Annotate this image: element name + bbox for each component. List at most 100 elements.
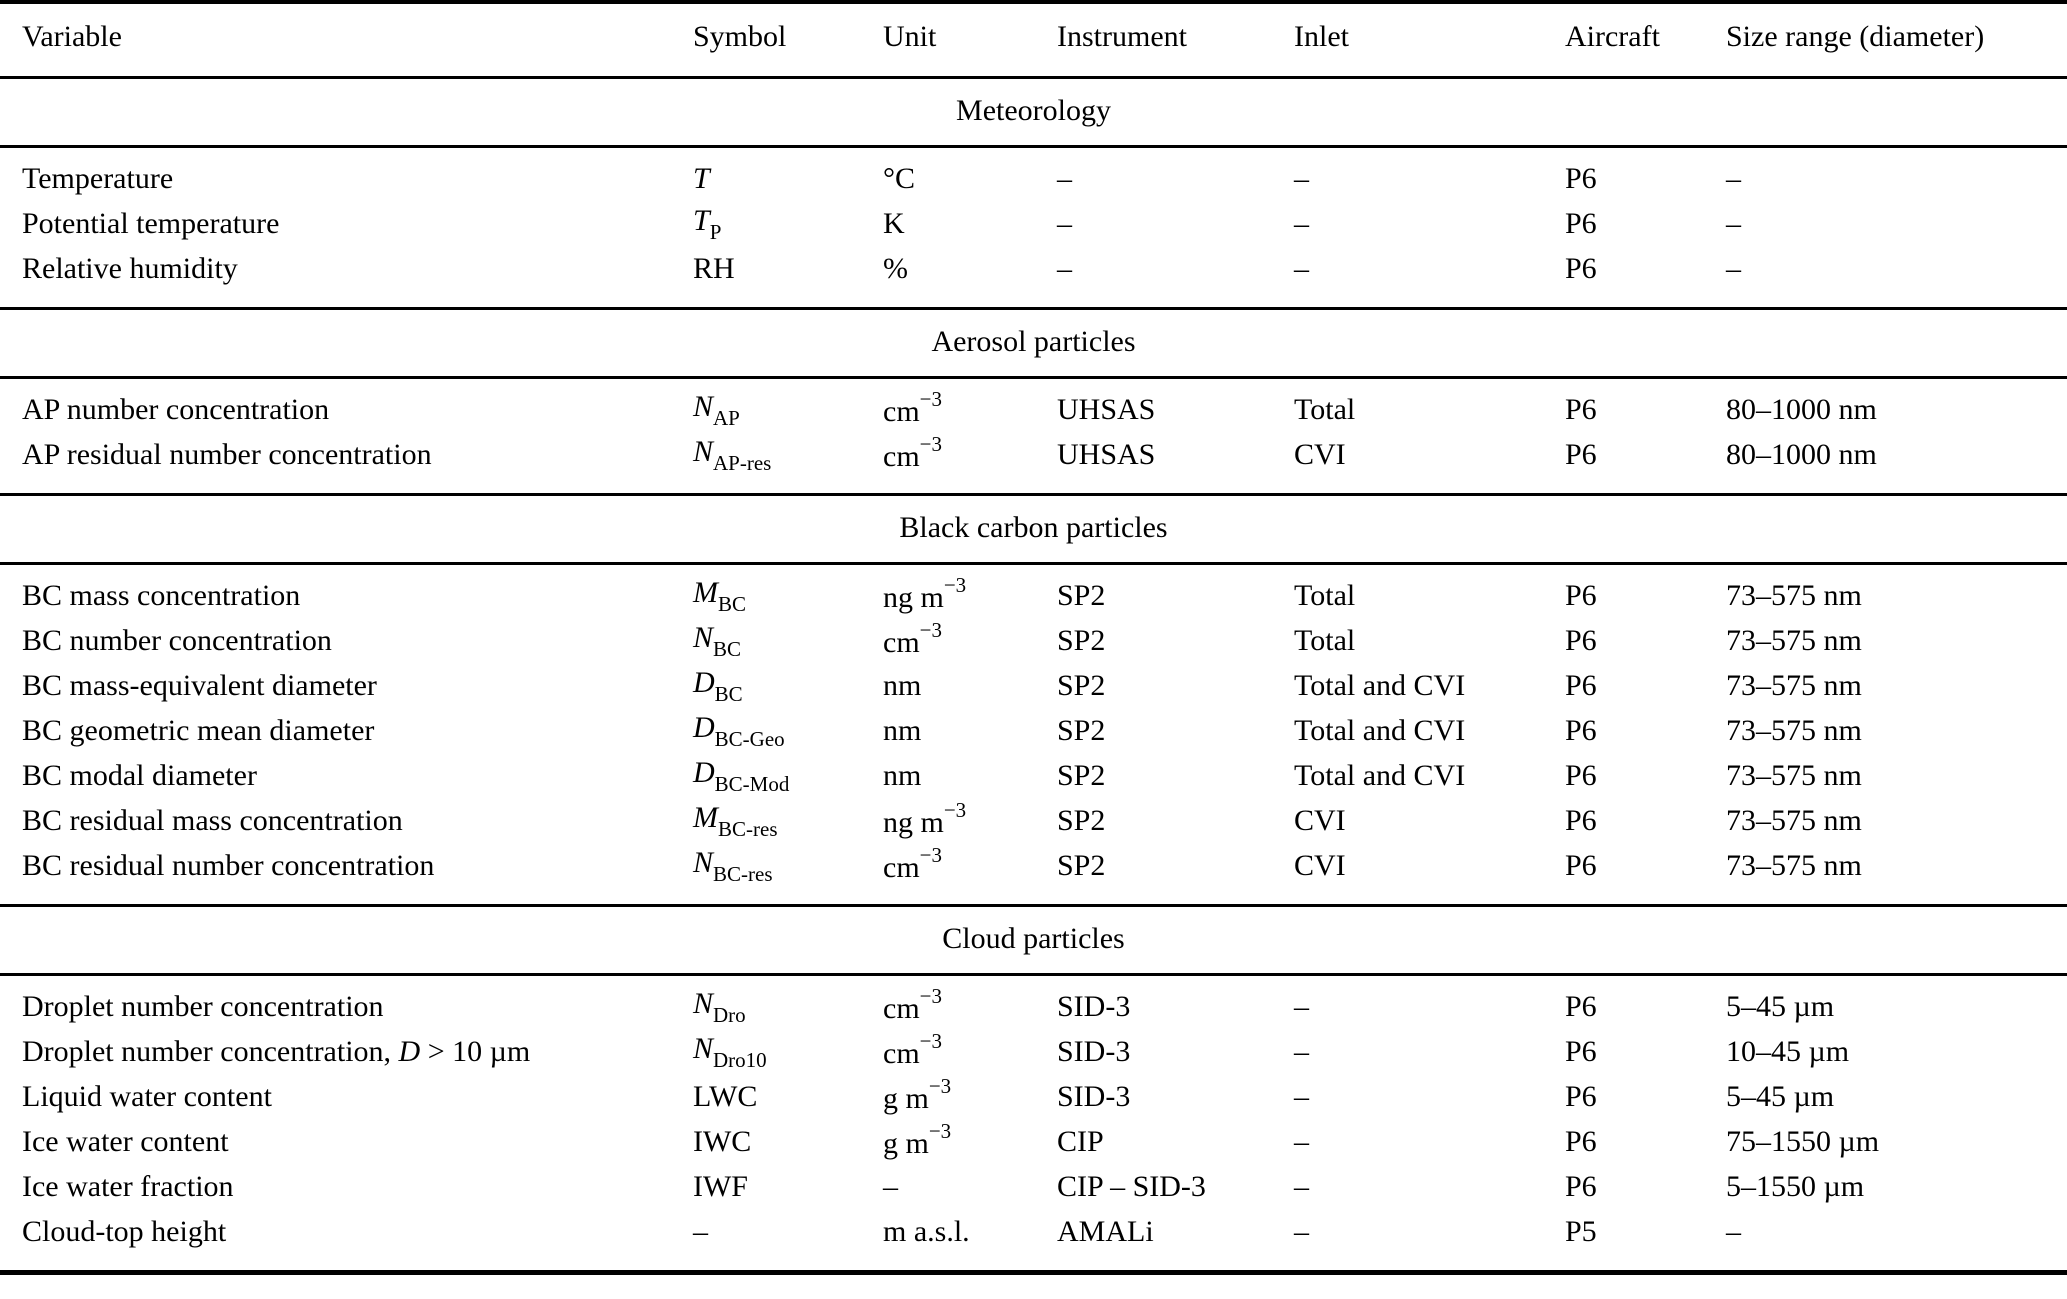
table-row: BC number concentration NBC cm−3 SP2 Total P6… — [0, 618, 2067, 663]
cell-aircraft: P6 — [1565, 161, 1597, 195]
cell-unit: cm−3 — [883, 617, 942, 659]
column-header-aircraft: Aircraft — [1565, 2, 1726, 79]
cell-unit: % — [883, 251, 908, 285]
table-row: BC modal diameter DBC-Mod nm SP2 Total and C… — [0, 753, 2067, 798]
cell-symbol: NBC-res — [693, 846, 773, 886]
cell-symbol: DBC — [693, 666, 743, 706]
cell-unit: cm−3 — [883, 431, 942, 473]
table-row: Droplet number concentration NDro cm−3 SID-… — [0, 975, 2067, 1030]
cell-instrument: UHSAS — [1057, 392, 1156, 426]
cell-inlet: – — [1294, 1214, 1309, 1248]
table-row: Liquid water content LWC g m−3 SID-3 – P6 5–45… — [0, 1074, 2067, 1119]
cell-variable: BC geometric mean diameter — [22, 713, 375, 747]
table-row: Cloud-top height – m a.s.l. AMALi – P5 – — [0, 1209, 2067, 1273]
table-row: BC mass-equivalent diameter DBC nm SP2 Total… — [0, 663, 2067, 708]
cell-symbol: MBC-res — [693, 801, 778, 841]
cell-unit: g m−3 — [883, 1073, 952, 1115]
cell-instrument: SP2 — [1057, 668, 1106, 702]
table-row: BC residual number concentration NBC-res c… — [0, 843, 2067, 906]
cell-size_range: 73–575 nm — [1726, 623, 1862, 657]
cell-variable: AP residual number concentration — [22, 437, 432, 471]
cell-variable: BC modal diameter — [22, 758, 257, 792]
cell-variable: Temperature — [22, 161, 174, 195]
cell-variable: Droplet number concentration, D > 10 µm — [22, 1034, 531, 1068]
cell-instrument: CIP – SID-3 — [1057, 1169, 1206, 1203]
cell-inlet: – — [1294, 989, 1309, 1023]
table-row: BC mass concentration MBC ng m−3 SP2 Total P6… — [0, 564, 2067, 619]
cell-instrument: AMALi — [1057, 1214, 1154, 1248]
column-header-instrument: Instrument — [1057, 2, 1294, 79]
cell-variable: Droplet number concentration — [22, 989, 384, 1023]
cell-aircraft: P6 — [1565, 392, 1597, 426]
cell-variable: Ice water content — [22, 1124, 229, 1158]
cell-unit: ng m−3 — [883, 572, 967, 614]
cell-instrument: SP2 — [1057, 578, 1106, 612]
section-3-rows: Droplet number concentration NDro cm−3 SID-… — [0, 975, 2067, 1273]
cell-instrument: UHSAS — [1057, 437, 1156, 471]
cell-variable: Cloud-top height — [22, 1214, 227, 1248]
cell-unit: cm−3 — [883, 842, 942, 884]
cell-inlet: CVI — [1294, 848, 1346, 882]
cell-inlet: – — [1294, 1169, 1309, 1203]
cell-symbol: – — [693, 1214, 708, 1248]
cell-size_range: 73–575 nm — [1726, 848, 1862, 882]
table-row: Ice water fraction IWF – CIP – SID-3 – P6 5–15… — [0, 1164, 2067, 1209]
cell-inlet: Total and CVI — [1294, 668, 1466, 702]
cell-instrument: SID-3 — [1057, 989, 1131, 1023]
cell-size_range: 73–575 nm — [1726, 578, 1862, 612]
cell-variable: Liquid water content — [22, 1079, 272, 1113]
column-header-size_range: Size range (diameter) — [1726, 2, 2067, 79]
cell-aircraft: P6 — [1565, 713, 1597, 747]
section-0: Meteorology — [0, 77, 2067, 147]
section-title: Cloud particles — [942, 922, 1125, 955]
cell-inlet: – — [1294, 206, 1309, 240]
section-2-rows: BC mass concentration MBC ng m−3 SP2 Total P6… — [0, 564, 2067, 906]
cell-aircraft: P6 — [1565, 803, 1597, 837]
table-row: Temperature T °C – – P6 – — [0, 147, 2067, 202]
cell-variable: BC mass-equivalent diameter — [22, 668, 377, 702]
section-1-rows: AP number concentration NAP cm−3 UHSAS Total… — [0, 378, 2067, 495]
cell-inlet: – — [1294, 1034, 1309, 1068]
cell-symbol: NBC — [693, 621, 742, 661]
cell-unit: ng m−3 — [883, 797, 967, 839]
cell-variable: Ice water fraction — [22, 1169, 234, 1203]
cell-inlet: CVI — [1294, 803, 1346, 837]
cell-instrument: SID-3 — [1057, 1079, 1131, 1113]
cell-instrument: – — [1057, 206, 1072, 240]
table-row: Potential temperature TP K – – P6 – — [0, 201, 2067, 246]
cell-size_range: 73–575 nm — [1726, 803, 1862, 837]
cell-aircraft: P6 — [1565, 1124, 1597, 1158]
cell-symbol: IWC — [693, 1124, 752, 1158]
column-header-unit: Unit — [883, 2, 1057, 79]
column-header-symbol: Symbol — [693, 2, 883, 79]
cell-aircraft: P6 — [1565, 206, 1597, 240]
cell-symbol: T — [693, 161, 710, 195]
table-header: Variable Symbol Unit Instrument Inlet Aircraf… — [0, 2, 2067, 79]
cell-inlet: Total and CVI — [1294, 713, 1466, 747]
cell-instrument: SP2 — [1057, 713, 1106, 747]
section-2: Black carbon particles — [0, 494, 2067, 564]
cell-instrument: – — [1057, 251, 1072, 285]
cell-inlet: CVI — [1294, 437, 1346, 471]
cell-symbol: DBC-Geo — [693, 711, 785, 751]
cell-aircraft: P5 — [1565, 1214, 1597, 1248]
cell-size_range: – — [1726, 206, 1741, 240]
cell-symbol: DBC-Mod — [693, 756, 790, 796]
cell-symbol: NAP — [693, 390, 740, 430]
cell-size_range: 75–1550 µm — [1726, 1124, 1880, 1158]
cell-instrument: SID-3 — [1057, 1034, 1131, 1068]
section-0-rows: Temperature T °C – – P6– Potential temperature… — [0, 147, 2067, 309]
cell-size_range: 80–1000 nm — [1726, 437, 1877, 471]
section-3: Cloud particles — [0, 905, 2067, 975]
section-title: Meteorology — [956, 94, 1111, 127]
table-header-row: Variable Symbol Unit Instrument Inlet Aircraf… — [0, 2, 2067, 79]
cell-inlet: – — [1294, 1079, 1309, 1113]
cell-inlet: Total — [1294, 578, 1356, 612]
cell-aircraft: P6 — [1565, 1034, 1597, 1068]
table-row: Ice water content IWC g m−3 CIP – P6 75–1550 µ… — [0, 1119, 2067, 1164]
cell-size_range: – — [1726, 1214, 1741, 1248]
cell-unit: nm — [883, 758, 922, 792]
cell-instrument: SP2 — [1057, 758, 1106, 792]
cell-symbol: NAP-res — [693, 435, 772, 475]
